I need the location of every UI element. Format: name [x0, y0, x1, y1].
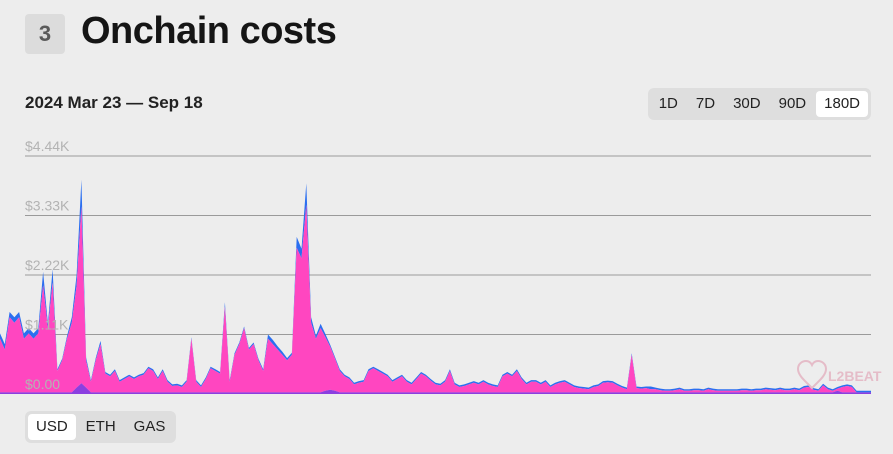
y-tick-label: $4.44K — [25, 138, 70, 154]
series-area-2 — [0, 179, 871, 393]
range-option-30d[interactable]: 30D — [733, 95, 761, 112]
unit-option-gas[interactable]: GAS — [133, 418, 166, 435]
l2beat-watermark: L2BEAT — [796, 359, 882, 390]
unit-selector: USD ETH GAS — [25, 411, 177, 443]
range-option-180d[interactable]: 180D — [816, 91, 868, 117]
time-range-selector: 1D 7D 30D 90D 180D — [647, 88, 871, 120]
watermark-text: L2BEAT — [828, 368, 882, 384]
heart-icon — [796, 359, 828, 390]
range-option-1d[interactable]: 1D — [658, 95, 678, 112]
onchain-costs-chart: $0.00 $1.11K $2.22K $3.33K $4.44K L2BEAT — [0, 138, 882, 394]
y-axis-ticks: $0.00 $1.11K $2.22K $3.33K $4.44K — [25, 138, 70, 392]
series-area-0 — [0, 383, 871, 394]
range-option-7d[interactable]: 7D — [695, 95, 716, 112]
range-option-90d[interactable]: 90D — [778, 95, 807, 112]
y-tick-label: $1.11K — [25, 317, 69, 333]
y-tick-label: $2.22K — [25, 257, 70, 273]
series-areas — [0, 179, 871, 394]
y-tick-label: $0.00 — [25, 376, 60, 392]
y-tick-label: $3.33K — [25, 198, 70, 214]
grid-lines — [25, 155, 871, 335]
unit-option-usd[interactable]: USD — [28, 414, 76, 440]
series-area-1 — [0, 204, 871, 393]
section-number-badge: 3 — [25, 14, 65, 54]
date-range-label: 2024 Mar 23 — Sep 18 — [25, 93, 203, 112]
page-title: Onchain costs — [81, 10, 337, 52]
unit-option-eth[interactable]: ETH — [85, 418, 116, 435]
